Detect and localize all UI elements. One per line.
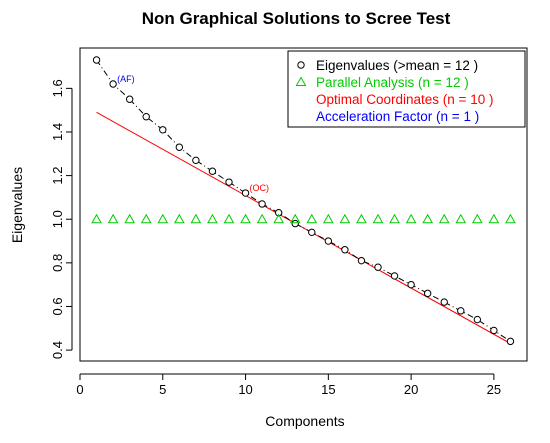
- eigenvalue-point: [440, 298, 448, 306]
- parallel-analysis-point: [405, 213, 417, 224]
- eigenvalue-point: [423, 289, 432, 298]
- eigenvalue-point: [258, 200, 266, 208]
- eigenvalue-point: [308, 228, 316, 237]
- series-layer: [91, 56, 516, 346]
- eigenvalue-point: [109, 80, 117, 88]
- x-tick-label: 20: [404, 382, 418, 397]
- eigenvalue-point: [192, 156, 200, 165]
- plot-frame: [79, 47, 528, 362]
- y-axis: 0.4 0.6 0.8 1.0 1.2 1.4 1.6: [50, 79, 73, 359]
- eigenvalue-point: [390, 272, 399, 280]
- legend-entry: Optimal Coordinates (n = 10 ): [316, 92, 493, 107]
- legend-entry: Eigenvalues (>mean = 12 ): [316, 58, 478, 73]
- x-tick-label: 5: [159, 382, 166, 397]
- eigenvalue-point: [473, 315, 482, 324]
- eigenvalue-point: [374, 263, 382, 271]
- parallel-analysis-point: [157, 213, 169, 224]
- parallel-analysis-point: [173, 213, 185, 224]
- y-tick-label: 0.6: [50, 297, 65, 315]
- parallel-analysis-point: [471, 213, 483, 224]
- y-tick-label: 1.2: [50, 167, 65, 185]
- parallel-analysis-point: [438, 213, 450, 224]
- legend-circle-symbol: [297, 61, 305, 69]
- y-tick-label: 0.8: [50, 254, 65, 272]
- legend-box: [287, 50, 526, 128]
- parallel-analysis-point: [91, 213, 102, 224]
- y-tick-label: 0.4: [50, 341, 65, 359]
- eigenvalue-point: [241, 189, 250, 197]
- parallel-analysis-point: [455, 213, 467, 224]
- y-axis-label: Eigenvalues: [9, 167, 25, 243]
- parallel-analysis-point: [256, 213, 268, 224]
- parallel-analysis-point: [306, 213, 318, 224]
- parallel-analysis-point: [505, 213, 516, 224]
- x-axis: 0 5 10 15 20 25: [76, 373, 501, 397]
- parallel-analysis-point: [207, 213, 218, 224]
- parallel-analysis-point: [190, 213, 202, 224]
- eigenvalue-point: [92, 56, 101, 64]
- eigenvalue-point: [341, 246, 349, 254]
- parallel-analysis-point: [240, 213, 251, 224]
- eigenvalue-point: [506, 337, 515, 346]
- eigenvalue-point: [274, 208, 283, 217]
- y-tick-label: 1.0: [50, 210, 65, 228]
- parallel-analysis-point: [273, 213, 285, 224]
- legend-entry: Parallel Analysis (n = 12 ): [316, 75, 469, 90]
- parallel-analysis-point: [488, 213, 500, 224]
- chart-title: Non Graphical Solutions to Scree Test: [142, 9, 451, 28]
- x-tick-label: 0: [76, 382, 83, 397]
- eigenvalue-point: [457, 307, 465, 315]
- annotation-label: (AF): [117, 74, 135, 84]
- eigenvalue-point: [357, 256, 366, 265]
- legend-entry: Acceleration Factor (n = 1 ): [316, 109, 479, 124]
- parallel-analysis-point: [422, 213, 434, 224]
- x-tick-label: 10: [238, 382, 252, 397]
- x-axis-label: Components: [265, 413, 344, 429]
- eigenvalue-point: [291, 219, 299, 228]
- eigenvalue-point: [324, 237, 333, 245]
- annotation-label: (OC): [250, 183, 269, 193]
- eigenvalue-point: [225, 178, 233, 186]
- parallel-analysis-point: [107, 213, 119, 224]
- parallel-analysis-point: [389, 213, 400, 224]
- y-tick-label: 1.6: [50, 79, 65, 97]
- eigenvalue-point: [159, 126, 167, 134]
- parallel-analysis-point: [322, 213, 334, 224]
- x-tick-label: 15: [321, 382, 335, 397]
- eigenvalue-point: [208, 167, 217, 175]
- parallel-analysis-point: [356, 213, 367, 224]
- parallel-analysis-point: [223, 213, 235, 224]
- legend-triangle-symbol: [295, 76, 307, 86]
- eigenvalue-point: [175, 143, 184, 151]
- parallel-analysis-point: [289, 213, 301, 224]
- parallel-analysis-point: [124, 213, 136, 224]
- parallel-analysis-point: [339, 213, 351, 224]
- eigenvalue-point: [490, 326, 498, 335]
- x-tick-label: 25: [487, 382, 501, 397]
- annotation-layer: (AF) (OC): [117, 74, 269, 193]
- legend: Eigenvalues (>mean = 12 ) Parallel Analys…: [287, 50, 526, 128]
- eigenvalue-point: [125, 95, 134, 103]
- y-tick-label: 1.4: [50, 123, 65, 141]
- eigenvalue-point: [407, 280, 415, 289]
- parallel-analysis-point: [140, 213, 152, 224]
- eigenvalue-point: [142, 113, 150, 121]
- parallel-analysis-point: [372, 213, 384, 224]
